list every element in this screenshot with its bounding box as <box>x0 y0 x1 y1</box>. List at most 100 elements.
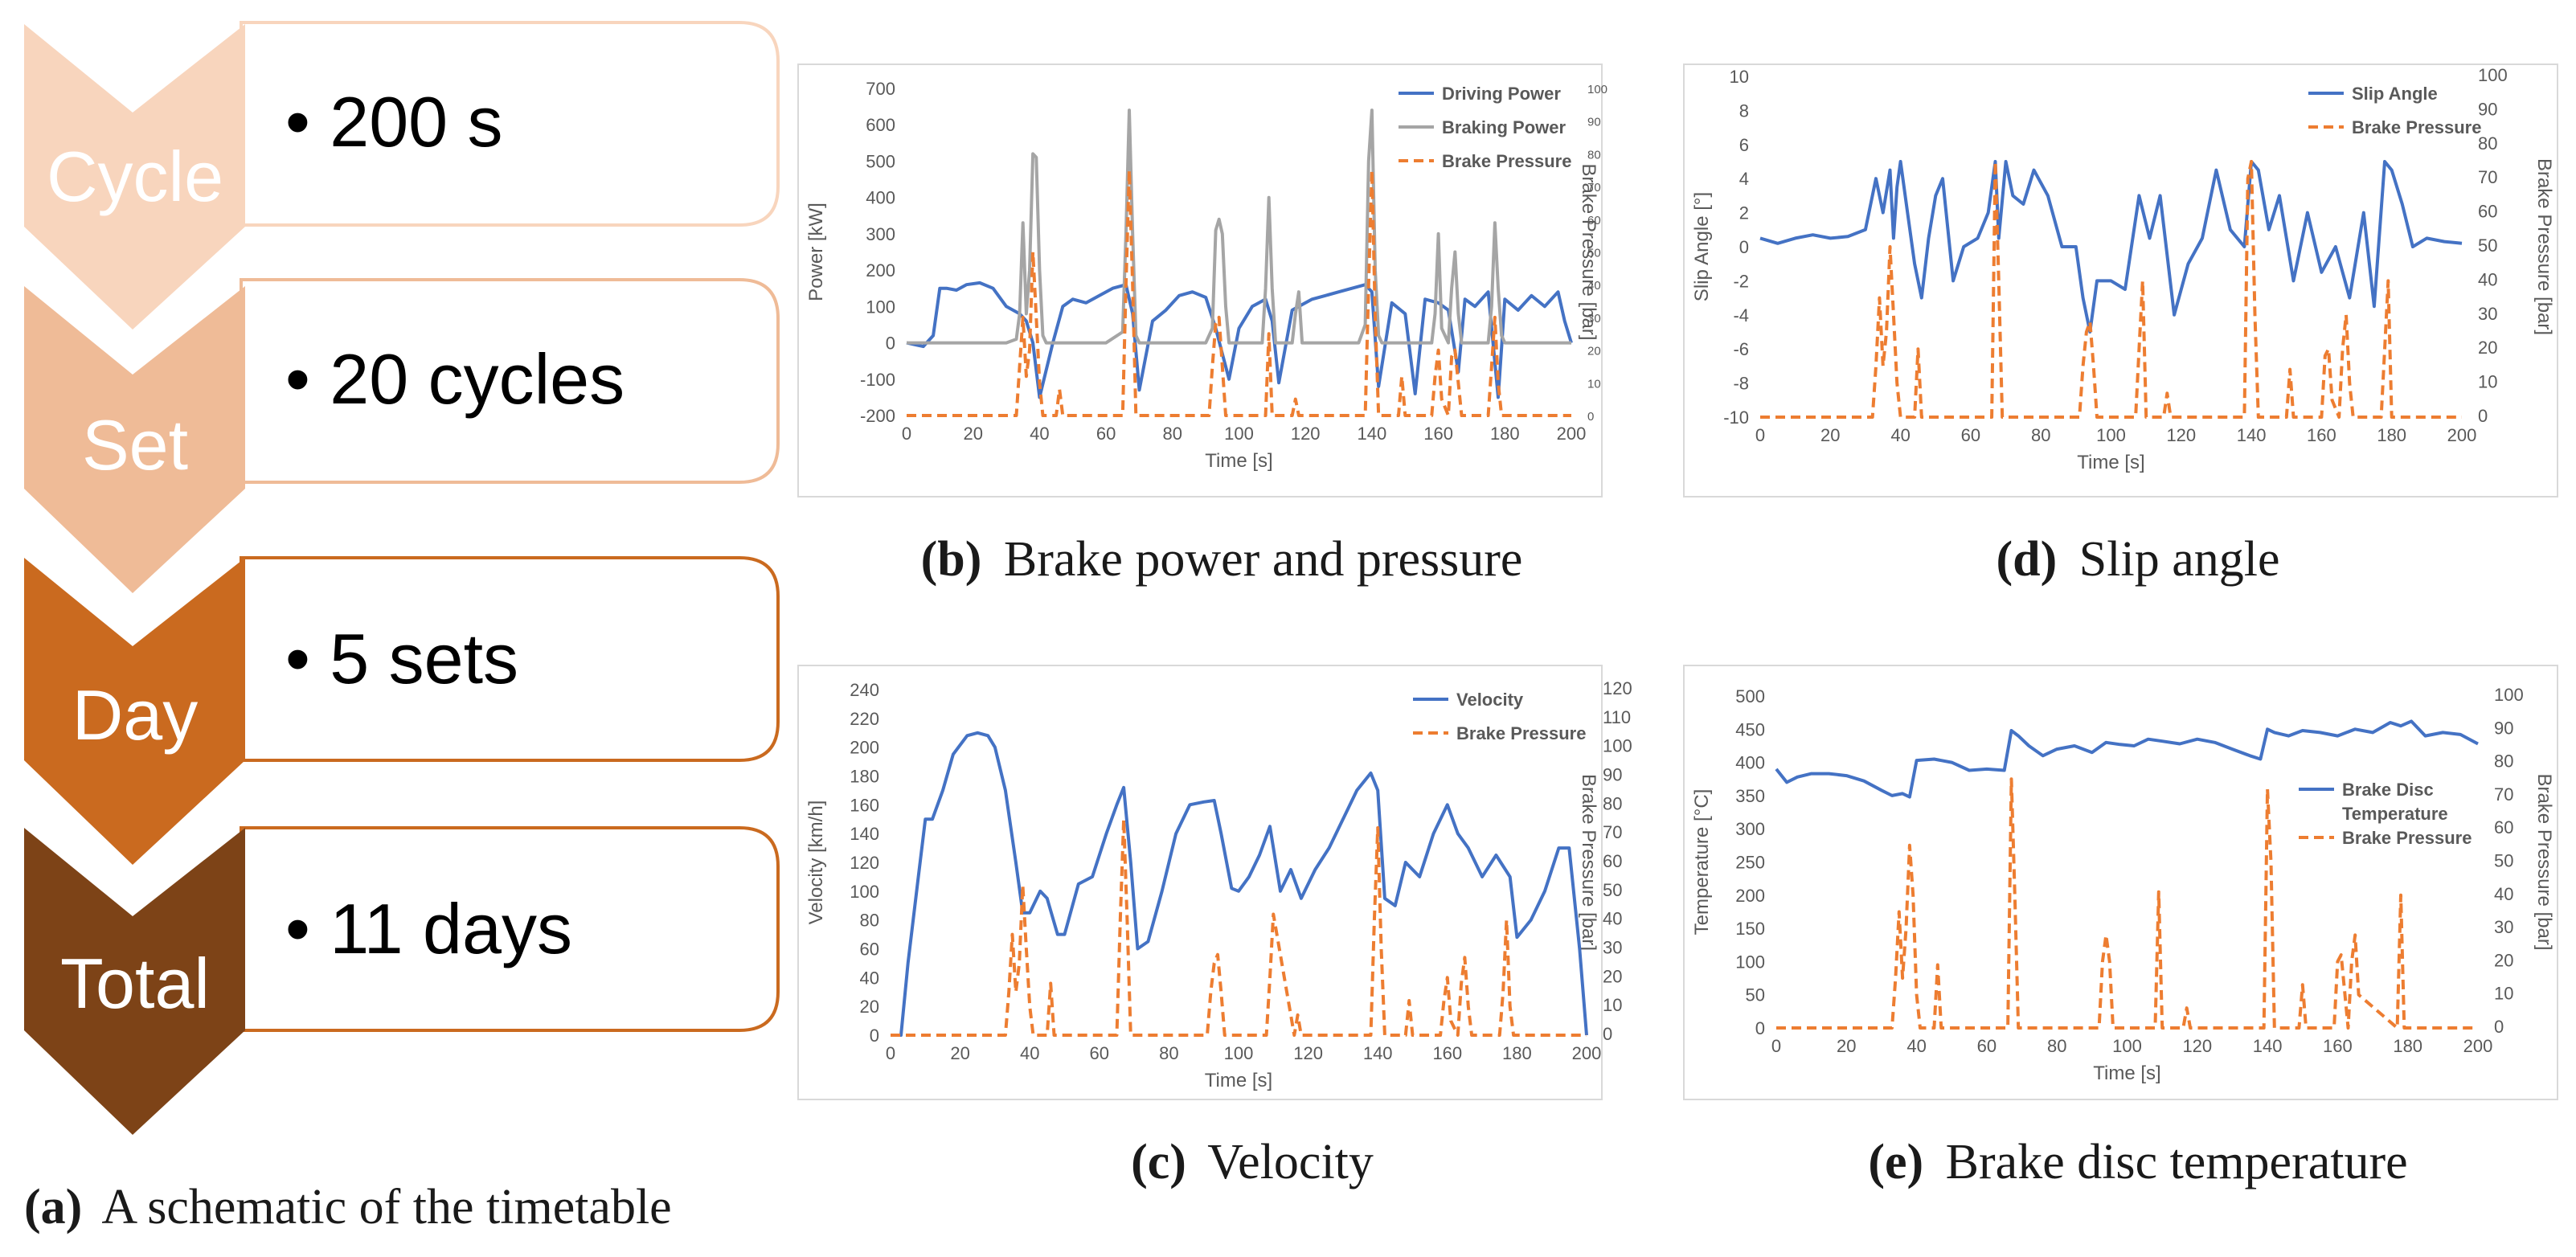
y-tick-label: 80 <box>860 911 879 931</box>
y2-tick-label: 80 <box>2494 751 2513 772</box>
x-tick-label: 60 <box>1977 1036 1997 1056</box>
y2-tick-label: 70 <box>1603 822 1622 842</box>
y2-tick-label: 110 <box>1603 707 1631 727</box>
y-tick-label: 4 <box>1739 169 1749 189</box>
x-tick-label: 0 <box>1771 1036 1781 1056</box>
chart-frame <box>1683 665 2558 1100</box>
y2-tick-label: 0 <box>2478 406 2488 426</box>
caption-d: (d) Slip angle <box>1997 532 2280 587</box>
y2-tick-label: 30 <box>1587 312 1601 326</box>
level-box <box>240 21 780 227</box>
x-tick-label: 100 <box>1224 1043 1254 1063</box>
y2-tick-label: 80 <box>1587 148 1601 162</box>
y2-tick-label: 90 <box>1603 765 1622 785</box>
legend-label: Driving Power <box>1442 84 1561 104</box>
x-tick-label: 80 <box>2031 425 2050 445</box>
caption-letter: (a) <box>24 1180 82 1234</box>
x-axis-title: Time [s] <box>2093 1063 2160 1084</box>
y2-tick-label: 10 <box>1587 377 1601 391</box>
y-tick-label: 40 <box>860 968 879 988</box>
x-tick-label: 100 <box>1224 424 1254 444</box>
y2-tick-label: 60 <box>2478 202 2497 222</box>
y2-tick-label: 90 <box>2494 718 2513 738</box>
caption-letter: (d) <box>1997 532 2058 587</box>
x-axis-title: Time [s] <box>1205 1070 1272 1091</box>
y-tick-label: 220 <box>850 709 879 729</box>
y-tick-label: -100 <box>860 370 895 390</box>
y2-tick-label: 0 <box>1603 1024 1612 1044</box>
y-tick-label: 400 <box>866 188 895 208</box>
y2-tick-label: 70 <box>2494 784 2513 805</box>
x-tick-label: 180 <box>1502 1043 1532 1063</box>
y-tick-label: 120 <box>850 853 879 873</box>
x-tick-label: 140 <box>1358 424 1387 444</box>
y2-axis-title: Brake Pressure [bar] <box>2533 158 2555 335</box>
x-tick-label: 140 <box>2237 425 2267 445</box>
y-tick-label: 350 <box>1735 786 1765 806</box>
x-tick-label: 40 <box>1030 424 1049 444</box>
y2-tick-label: 20 <box>2494 950 2513 970</box>
timetable-level-cycle: Cycle • 200 s <box>24 21 780 330</box>
caption-letter: (b) <box>921 532 982 587</box>
y-tick-label: 250 <box>1735 853 1765 873</box>
y2-tick-label: 30 <box>2494 917 2513 937</box>
y2-tick-label: 20 <box>1587 345 1601 358</box>
chart-frame <box>797 665 1603 1100</box>
caption-letter: (c) <box>1131 1135 1186 1189</box>
y-tick-label: 140 <box>850 824 879 844</box>
level-chevron <box>24 828 245 1135</box>
series-line-brake-pressure <box>1776 777 2478 1030</box>
x-tick-label: 80 <box>1163 424 1182 444</box>
series-line-brake-pressure <box>1760 160 2462 419</box>
x-tick-label: 40 <box>1020 1043 1039 1063</box>
y-tick-label: -8 <box>1733 374 1749 394</box>
y2-tick-label: 60 <box>2494 817 2513 837</box>
x-tick-label: 0 <box>886 1043 895 1063</box>
x-tick-label: 60 <box>1096 424 1116 444</box>
x-tick-label: 40 <box>1890 425 1910 445</box>
y2-tick-label: 10 <box>2494 984 2513 1004</box>
x-tick-label: 160 <box>1423 424 1453 444</box>
y-tick-label: 300 <box>866 224 895 244</box>
x-tick-label: 100 <box>2112 1036 2142 1056</box>
y2-tick-label: 60 <box>1603 851 1622 871</box>
y2-tick-label: 120 <box>1603 678 1632 698</box>
y2-axis-title: Brake Pressure [bar] <box>1578 163 1599 340</box>
level-value: • 200 s <box>285 82 503 162</box>
timetable-level-total: Total • 11 days <box>24 826 780 1135</box>
y2-tick-label: 50 <box>1587 247 1601 260</box>
caption-text: A schematic of the timetable <box>101 1180 671 1234</box>
x-tick-label: 200 <box>1572 1043 1602 1063</box>
x-tick-label: 140 <box>2253 1036 2283 1056</box>
y-tick-label: 700 <box>866 79 895 99</box>
x-tick-label: 20 <box>1837 1036 1856 1056</box>
series-line-velocity <box>891 731 1588 1037</box>
x-tick-label: 60 <box>1961 425 1980 445</box>
y2-tick-label: 70 <box>1587 181 1601 194</box>
y2-tick-label: 60 <box>1587 214 1601 227</box>
y2-tick-label: 100 <box>2494 685 2524 705</box>
caption-letter: (e) <box>1868 1135 1923 1189</box>
x-tick-label: 160 <box>1432 1043 1462 1063</box>
y-tick-label: 200 <box>1735 886 1765 906</box>
caption-a: (a) A schematic of the timetable <box>24 1180 672 1234</box>
chart-frame <box>797 63 1603 497</box>
x-tick-label: 160 <box>2323 1036 2353 1056</box>
y2-tick-label: 50 <box>2478 235 2497 256</box>
x-tick-label: 0 <box>1755 425 1765 445</box>
legend-label: Slip Angle <box>2352 84 2438 104</box>
x-tick-label: 120 <box>1291 424 1321 444</box>
chart-frame <box>1683 63 2558 497</box>
level-label: Cycle <box>47 137 223 216</box>
y-tick-label: -200 <box>860 406 895 426</box>
y2-tick-label: 40 <box>2494 884 2513 904</box>
series-line-brake-disc-temperature <box>1775 719 2479 799</box>
y-tick-label: -2 <box>1733 271 1749 291</box>
legend-label: Brake Pressure <box>2342 828 2472 848</box>
y-axis-title: Velocity [km/h] <box>805 800 827 925</box>
y-tick-label: 2 <box>1739 203 1749 223</box>
level-value: • 20 cycles <box>285 339 625 419</box>
caption-text: Slip angle <box>2079 532 2280 587</box>
x-tick-label: 0 <box>902 424 911 444</box>
x-tick-label: 80 <box>1159 1043 1178 1063</box>
